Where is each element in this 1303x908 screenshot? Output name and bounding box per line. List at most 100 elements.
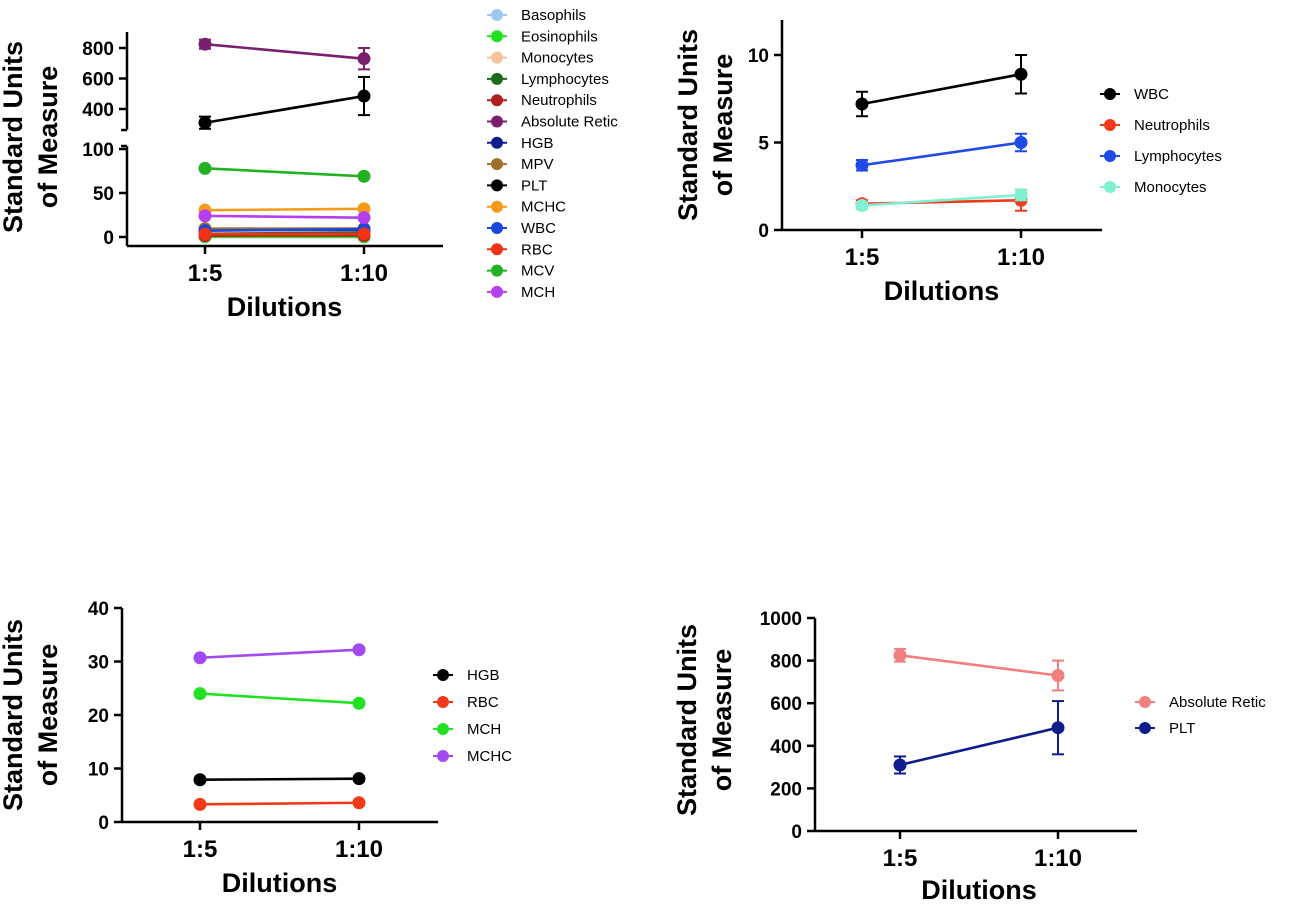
data-point-absolute-retic-1-5 xyxy=(198,37,212,51)
x-tick-label: 1:5 xyxy=(845,244,880,271)
legend-marker xyxy=(437,750,449,762)
data-point-mch-1-5 xyxy=(198,209,212,223)
series-line-wbc xyxy=(861,72,1022,106)
y-tick-label: 0 xyxy=(758,221,769,242)
legend-marker xyxy=(1139,722,1151,734)
y-tick-label: 800 xyxy=(770,652,802,673)
series-line-mch xyxy=(204,214,365,219)
series-line-absolute-retic xyxy=(204,42,365,60)
legend-label: Lymphocytes xyxy=(521,71,609,88)
data-point-mch-1-10 xyxy=(352,696,366,710)
legend-item-lymphocytes: Lymphocytes xyxy=(487,71,609,88)
y-axis-title: Standard Units xyxy=(0,41,28,233)
legend-label: WBC xyxy=(1134,86,1169,103)
legend-marker xyxy=(491,200,503,213)
legend-item-plt: PLT xyxy=(487,177,547,194)
legend-label: MCH xyxy=(521,284,555,301)
data-point-hgb-1-5 xyxy=(193,773,207,787)
y-tick-label: 200 xyxy=(770,779,802,800)
legend-item-plt: PLT xyxy=(1135,720,1195,737)
legend-item-neutrophils: Neutrophils xyxy=(487,92,597,109)
series-absolute-retic xyxy=(198,37,371,71)
series-monocytes xyxy=(855,188,1028,212)
legend-item-wbc: WBC xyxy=(1100,86,1169,103)
y-axis-title: Standard Units xyxy=(672,624,702,816)
series-line-mchc xyxy=(204,207,365,212)
legend-marker xyxy=(491,51,503,64)
legend-label: Absolute Retic xyxy=(521,114,618,131)
y-tick-label: 1000 xyxy=(760,609,802,630)
legend-marker xyxy=(491,158,503,171)
series-rbc xyxy=(198,227,371,241)
series-mcv xyxy=(198,161,371,183)
data-point-plt-1-10 xyxy=(357,89,371,103)
y-axis-title: of Measure xyxy=(708,54,738,197)
data-point-wbc-1-10 xyxy=(1014,67,1028,81)
data-point-lymphocytes-1-10 xyxy=(1014,136,1028,149)
legend-marker xyxy=(491,222,503,234)
series-plt xyxy=(893,700,1065,775)
legend-marker xyxy=(491,179,503,192)
y-tick-label: 20 xyxy=(88,706,109,727)
legend-item-mcv: MCV xyxy=(487,263,554,280)
data-point-monocytes-1-5 xyxy=(855,199,869,212)
y-axis-title: of Measure xyxy=(33,66,63,209)
y-tick-label: 30 xyxy=(88,653,109,674)
data-point-rbc-1-5 xyxy=(198,227,212,241)
data-point-plt-1-10 xyxy=(1051,721,1065,735)
y-axis-title: of Measure xyxy=(33,644,63,787)
legend-label: MCH xyxy=(467,721,501,738)
data-point-absolute-retic-1-5 xyxy=(893,648,907,662)
x-axis-title: Dilutions xyxy=(222,868,338,898)
legend-label: MPV xyxy=(521,156,554,173)
legend-label: HGB xyxy=(521,135,554,152)
legend-marker xyxy=(491,243,503,256)
y-tick-label: 10 xyxy=(88,760,109,781)
legend-item-rbc: RBC xyxy=(433,694,499,711)
x-tick-label: 1:5 xyxy=(183,836,218,863)
series-line-mcv xyxy=(204,167,365,178)
chart-panel-top-right: 0 5 10 Standard Units of Measure Dilutions1:5… xyxy=(673,20,1222,306)
legend-label: Eosinophils xyxy=(521,28,598,45)
legend-item-monocytes: Monocytes xyxy=(1100,179,1207,196)
x-tick-label: 1:10 xyxy=(335,836,383,863)
data-point-mcv-1-5 xyxy=(198,161,212,175)
legend-marker xyxy=(1104,119,1116,131)
y-tick-label: 100 xyxy=(82,140,114,161)
series-mchc xyxy=(193,643,366,665)
series-rbc xyxy=(193,796,366,811)
y-axis-title: Standard Units xyxy=(673,29,703,221)
legend-label: RBC xyxy=(467,694,499,711)
legend-label: MCV xyxy=(521,263,554,280)
y-tick-label: 40 xyxy=(88,599,109,620)
legend-marker xyxy=(491,72,503,85)
series-line-hgb xyxy=(199,777,360,782)
x-tick-label: 1:5 xyxy=(188,260,223,287)
data-point-plt-1-5 xyxy=(893,758,907,772)
y-tick-label: 0 xyxy=(103,228,114,249)
legend-marker xyxy=(1104,88,1116,100)
legend-item-neutrophils: Neutrophils xyxy=(1100,117,1210,134)
legend-marker xyxy=(491,115,503,128)
legend: Basophils Eosinophils Monocytes Lymphocytes… xyxy=(487,7,618,301)
data-point-mch-1-5 xyxy=(193,687,207,701)
legend-item-basophils: Basophils xyxy=(487,7,586,24)
x-tick-label: 1:10 xyxy=(1034,845,1082,872)
legend-label: RBC xyxy=(521,241,553,258)
y-tick-label: 0 xyxy=(791,822,802,843)
x-tick-label: 1:5 xyxy=(883,845,918,872)
legend-marker xyxy=(1104,181,1116,193)
legend-marker xyxy=(491,30,503,43)
legend-item-mchc: MCHC xyxy=(487,199,566,216)
y-axis-title: Standard Units xyxy=(0,619,28,811)
y-tick-label: 10 xyxy=(748,46,769,67)
series-mch xyxy=(198,209,371,225)
legend-item-lymphocytes: Lymphocytes xyxy=(1100,148,1222,165)
legend-label: PLT xyxy=(521,177,547,194)
legend-label: PLT xyxy=(1169,720,1195,737)
legend-label: Basophils xyxy=(521,7,586,24)
legend-item-mch: MCH xyxy=(433,721,501,738)
legend-label: HGB xyxy=(467,667,500,684)
legend-label: MCHC xyxy=(521,199,566,216)
